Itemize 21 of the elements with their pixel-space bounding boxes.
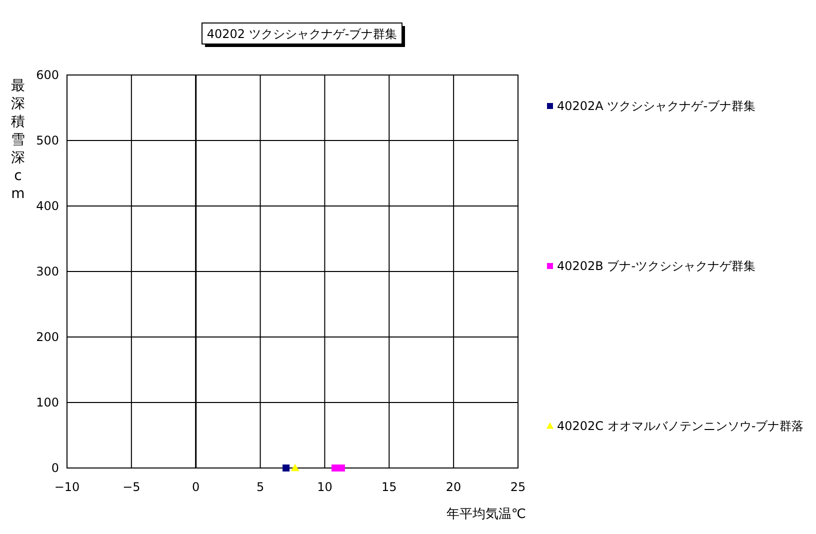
- y-tick-label: 600: [36, 68, 59, 82]
- x-tick-label: 20: [446, 480, 462, 494]
- y-tick-label: 400: [36, 199, 59, 213]
- x-tick-label: 25: [510, 480, 526, 494]
- x-tick-label: 0: [192, 480, 200, 494]
- x-axis-title: 年平均気温℃: [446, 507, 526, 522]
- x-tick-label: 5: [256, 480, 264, 494]
- y-tick-label: 100: [36, 396, 59, 410]
- legend-label: 40202C オオマルバノテンニンソウ-ブナ群落: [557, 419, 804, 433]
- x-tick-label: 15: [382, 480, 397, 494]
- x-tick-label: 10: [317, 480, 332, 494]
- x-tick-label: −5: [122, 480, 140, 494]
- y-axis-title: 最深積雪深cm: [11, 78, 25, 202]
- chart-title: 40202 ツクシシャクナゲ-ブナ群集: [206, 27, 398, 41]
- x-tick-label: −10: [54, 480, 80, 494]
- y-tick-label: 0: [51, 461, 59, 475]
- y-tick-label: 500: [36, 134, 59, 148]
- legend-label: 40202A ツクシシャクナゲ-ブナ群集: [557, 99, 756, 113]
- legend-label: 40202B ブナ-ツクシシャクナゲ群集: [557, 259, 756, 273]
- y-tick-label: 200: [36, 330, 59, 344]
- y-tick-label: 300: [36, 264, 59, 278]
